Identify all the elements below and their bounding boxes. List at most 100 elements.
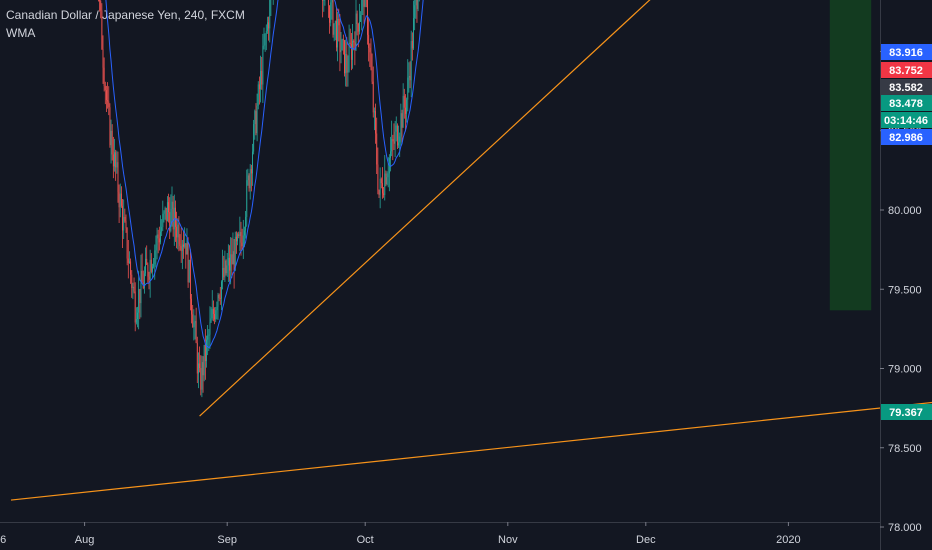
candle-down bbox=[231, 254, 233, 265]
candle-down bbox=[261, 70, 263, 85]
candle-up bbox=[352, 40, 353, 60]
candle-down bbox=[350, 44, 352, 60]
x-tick-label: Aug bbox=[75, 534, 95, 546]
candle-up bbox=[234, 236, 236, 271]
candle-down bbox=[124, 216, 126, 222]
candle-up bbox=[247, 175, 249, 181]
candle-down bbox=[322, 0, 324, 1]
candle-up bbox=[206, 339, 207, 362]
candle-down bbox=[372, 81, 374, 113]
candle-down bbox=[196, 342, 198, 374]
wma-layer bbox=[34, 0, 811, 349]
candle-up bbox=[129, 261, 130, 263]
candle-down bbox=[248, 175, 250, 189]
price-marker-blue[interactable] bbox=[881, 129, 932, 145]
candle-up bbox=[207, 335, 209, 340]
candle-up bbox=[224, 260, 226, 278]
candle-up bbox=[194, 321, 196, 323]
x-tick-label: 2020 bbox=[776, 534, 800, 546]
candle-down bbox=[178, 224, 180, 245]
candle-up bbox=[415, 0, 417, 6]
candle-up bbox=[232, 251, 234, 265]
candle-down bbox=[176, 226, 178, 238]
candle-up bbox=[242, 235, 244, 247]
candle-down bbox=[106, 90, 107, 101]
candle-down bbox=[200, 368, 202, 390]
candle-up bbox=[267, 22, 268, 31]
candle-up bbox=[361, 0, 363, 16]
candle-up bbox=[413, 18, 414, 49]
candle-down bbox=[158, 238, 160, 243]
lower-trendline[interactable] bbox=[10, 400, 932, 501]
candle-down bbox=[255, 111, 257, 134]
candle-up bbox=[216, 306, 218, 311]
candle-down bbox=[258, 84, 260, 90]
candle-down bbox=[134, 291, 136, 323]
candle-down bbox=[403, 95, 405, 108]
wma-line[interactable] bbox=[34, 0, 811, 349]
price-marker-green[interactable] bbox=[881, 404, 932, 420]
candle-up bbox=[217, 294, 219, 307]
candle-up bbox=[237, 234, 238, 242]
candle-down bbox=[179, 244, 181, 247]
candle-up bbox=[253, 124, 255, 152]
candle-down bbox=[377, 164, 379, 190]
price-marker-green[interactable] bbox=[881, 95, 932, 111]
candle-up bbox=[345, 53, 347, 74]
price-marker-blue[interactable] bbox=[881, 44, 932, 60]
candle-up bbox=[198, 363, 199, 374]
price-marker-label: 83.478 bbox=[889, 98, 923, 110]
x-tick-label: Oct bbox=[357, 534, 374, 546]
candle-up bbox=[226, 265, 228, 274]
x-tick-label: Sep bbox=[217, 534, 237, 546]
price-marker-label: 83.916 bbox=[889, 47, 923, 59]
candle-down bbox=[109, 107, 111, 146]
candle-down bbox=[218, 294, 220, 299]
indicator-label[interactable]: WMA bbox=[6, 26, 36, 40]
candle-up bbox=[186, 240, 188, 255]
candle-up bbox=[384, 173, 386, 196]
candle-down bbox=[225, 260, 227, 274]
candle-up bbox=[152, 266, 153, 272]
price-marker-dark[interactable] bbox=[881, 79, 932, 95]
candle-down bbox=[327, 0, 329, 6]
candle-up bbox=[110, 130, 112, 146]
x-tick-label: Dec bbox=[636, 534, 656, 546]
candle-down bbox=[339, 25, 341, 53]
candle-up bbox=[387, 173, 389, 178]
candle-up bbox=[149, 259, 151, 280]
price-marker-label: 79.367 bbox=[889, 407, 923, 419]
price-marker-green[interactable] bbox=[881, 112, 932, 128]
ascending-trendline[interactable] bbox=[199, 0, 932, 417]
candle-up bbox=[137, 312, 138, 320]
candle-up bbox=[379, 178, 381, 195]
candle-down bbox=[127, 258, 129, 263]
candle-up bbox=[201, 362, 203, 390]
candle-up bbox=[262, 46, 264, 85]
candle-up bbox=[348, 42, 350, 71]
candle-up bbox=[340, 50, 342, 53]
candle-down bbox=[99, 0, 100, 2]
candle-up bbox=[331, 0, 333, 3]
candle-down bbox=[101, 10, 103, 50]
candle-down bbox=[371, 68, 373, 82]
take-profit-zone[interactable] bbox=[829, 0, 872, 311]
candle-down bbox=[356, 13, 358, 24]
candle-up bbox=[406, 99, 408, 114]
candle-up bbox=[254, 111, 256, 125]
position-zones bbox=[829, 0, 872, 311]
candle-up bbox=[330, 2, 332, 23]
candle-up bbox=[408, 75, 410, 78]
candle-down bbox=[192, 314, 194, 328]
candle-up bbox=[252, 151, 253, 174]
candle-down bbox=[214, 314, 215, 320]
candle-up bbox=[155, 245, 157, 251]
y-tick-label: 79.500 bbox=[888, 284, 922, 296]
candle-up bbox=[119, 193, 121, 208]
candle-down bbox=[104, 86, 106, 91]
candle-up bbox=[364, 0, 366, 7]
candle-up bbox=[323, 0, 325, 1]
price-marker-red[interactable] bbox=[881, 62, 932, 78]
candle-down bbox=[183, 244, 184, 247]
